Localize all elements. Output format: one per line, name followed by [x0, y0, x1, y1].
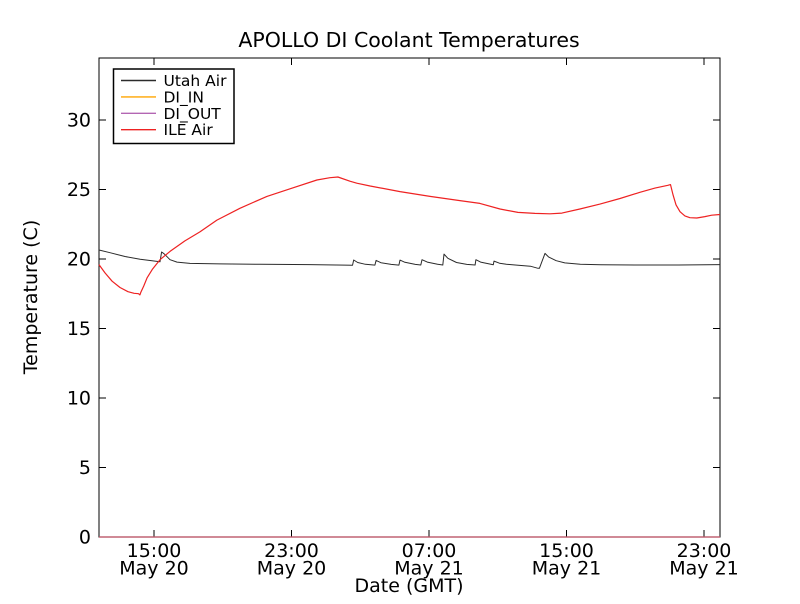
y-axis-label: Temperature (C) — [20, 220, 42, 376]
y-tick-label: 10 — [67, 387, 91, 409]
x-tick-label-date: May 21 — [394, 558, 464, 580]
x-tick-label-date: May 20 — [257, 558, 327, 580]
legend-label: Utah Air — [164, 72, 228, 90]
legend-label: DI_OUT — [164, 105, 222, 124]
y-tick-label: 20 — [67, 248, 91, 270]
y-tick-label: 30 — [67, 109, 91, 131]
legend-box — [112, 68, 235, 145]
y-tick-label: 25 — [67, 179, 91, 201]
x-tick-label-time: 15:00 — [539, 540, 594, 562]
x-axis-label: Date (GMT) — [355, 575, 464, 597]
x-tick-label-time: 23:00 — [264, 540, 319, 562]
x-tick-label-date: May 21 — [669, 558, 739, 580]
x-tick-label-time: 07:00 — [402, 540, 457, 562]
series-line-ile-air — [98, 176, 721, 296]
x-tick-label-time: 15:00 — [127, 540, 182, 562]
y-tick-label: 5 — [79, 457, 91, 479]
x-tick-label-date: May 20 — [119, 558, 189, 580]
x-tick-label-time: 23:00 — [677, 540, 732, 562]
y-tick-label: 15 — [67, 318, 91, 340]
series-line-utah-air — [98, 249, 721, 269]
legend-label: DI_IN — [164, 88, 204, 107]
x-tick-label-date: May 21 — [532, 558, 602, 580]
series-layer — [98, 176, 721, 538]
legend-label: ILE Air — [164, 121, 214, 139]
chart-title: APOLLO DI Coolant Temperatures — [238, 28, 579, 52]
y-tick-label: 0 — [79, 527, 91, 549]
